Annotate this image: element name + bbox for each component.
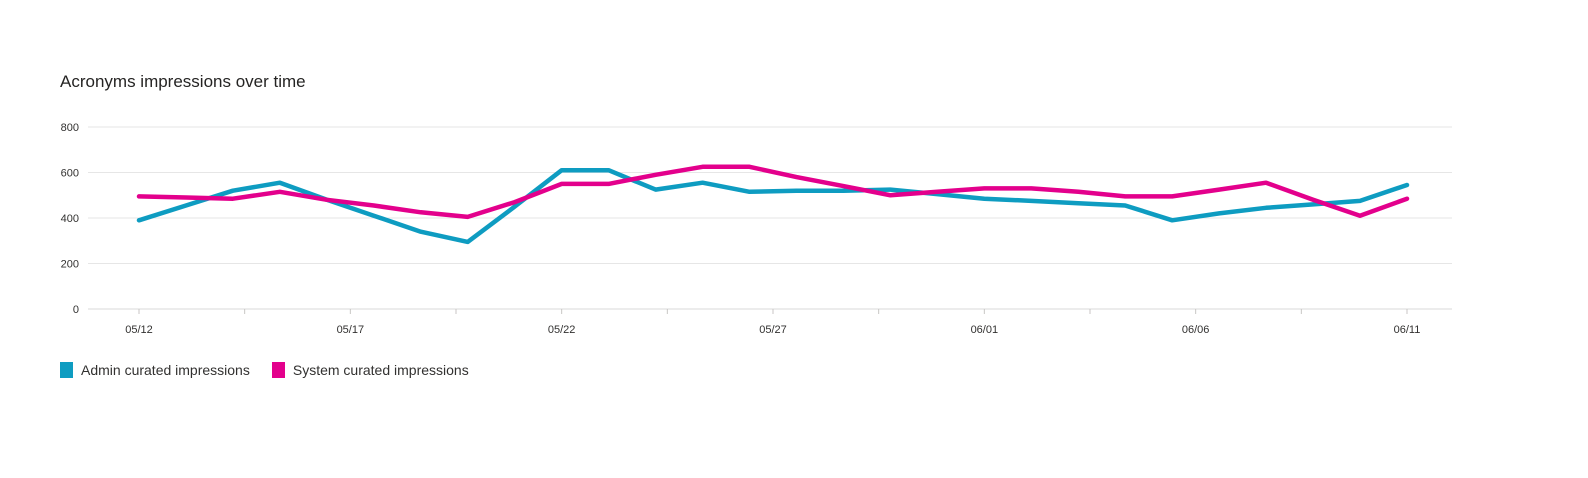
- chart-legend: Admin curated impressions System curated…: [60, 362, 491, 378]
- x-tick-label: 06/06: [1182, 324, 1210, 336]
- legend-label-admin: Admin curated impressions: [81, 362, 250, 378]
- x-tick-label: 05/17: [337, 324, 365, 336]
- series-line-admin[interactable]: [136, 167, 1410, 245]
- y-tick-label: 800: [61, 122, 79, 134]
- y-tick-label: 600: [61, 168, 79, 180]
- y-tick-label: 200: [61, 259, 79, 271]
- x-tick-label: 06/11: [1394, 324, 1421, 336]
- chart-title: Acronyms impressions over time: [60, 72, 306, 91]
- x-tick-label: 05/12: [125, 324, 153, 336]
- x-tick-label: 06/01: [971, 324, 999, 336]
- legend-item-admin[interactable]: Admin curated impressions: [60, 362, 250, 378]
- legend-swatch-system: [271, 362, 285, 378]
- legend-item-system[interactable]: System curated impressions: [271, 362, 469, 378]
- x-tick-label: 05/22: [548, 324, 576, 336]
- legend-label-system: System curated impressions: [292, 362, 469, 378]
- y-tick-label: 400: [61, 213, 79, 225]
- x-tick-label: 05/27: [759, 324, 787, 336]
- y-tick-label: 0: [73, 304, 79, 316]
- series-line-system[interactable]: [136, 164, 1410, 220]
- legend-swatch-admin: [60, 362, 73, 378]
